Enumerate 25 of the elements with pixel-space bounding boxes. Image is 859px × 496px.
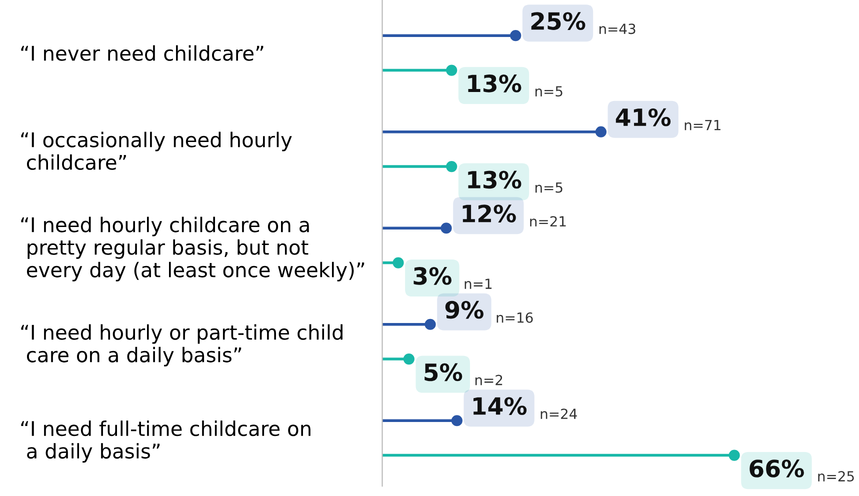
annotation: n=2	[475, 374, 502, 386]
y-tick-label: “I need hourly or part-time child care on a daily basis”	[21, 324, 342, 366]
data-label: 66%	[750, 460, 804, 478]
annotation: n=24	[540, 408, 577, 419]
data-label: 41%	[616, 108, 671, 126]
y-tick-label: “I need full-time childcare on a daily basis”	[21, 420, 310, 463]
data-label: 13%	[468, 170, 522, 189]
text: n=25	[818, 471, 854, 482]
annotation: n=71	[684, 120, 720, 130]
data-label: 12%	[462, 204, 516, 222]
annotation: n=21	[530, 216, 566, 226]
data-label: 3%	[414, 267, 452, 285]
y-tick-label: “I occasionally need hourly childcare”	[21, 132, 292, 170]
annotation: n=5	[536, 86, 562, 97]
data-label: 13%	[468, 74, 522, 92]
annotation: n=1	[464, 278, 492, 289]
data-label: 14%	[473, 397, 527, 415]
annotation: n=43	[600, 24, 636, 34]
annotation: n=16	[496, 312, 533, 323]
data-label: 9%	[445, 300, 484, 319]
annotation: n=5	[536, 182, 562, 193]
data-label: 25%	[531, 12, 586, 30]
y-tick-label: “I need hourly childcare on a pretty regular basis, but not every day (at least once weekly)”	[21, 216, 364, 282]
y-tick-label: “I never need childcare”	[21, 45, 264, 61]
data-label: 5%	[424, 363, 462, 382]
